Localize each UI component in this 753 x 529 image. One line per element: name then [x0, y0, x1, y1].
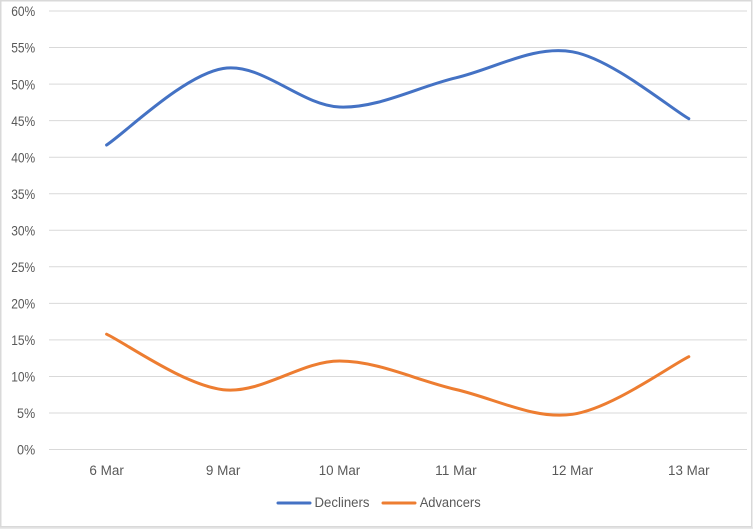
svg-text:9 Mar: 9 Mar — [206, 463, 241, 479]
svg-text:6 Mar: 6 Mar — [89, 463, 124, 479]
svg-text:15%: 15% — [11, 333, 35, 349]
svg-text:25%: 25% — [11, 260, 35, 276]
svg-text:12 Mar: 12 Mar — [552, 463, 594, 479]
svg-text:10 Mar: 10 Mar — [319, 463, 361, 479]
svg-text:0%: 0% — [17, 443, 36, 459]
svg-text:20%: 20% — [11, 297, 35, 313]
svg-text:5%: 5% — [17, 406, 36, 422]
svg-text:40%: 40% — [11, 150, 35, 166]
svg-text:55%: 55% — [11, 41, 35, 57]
svg-text:30%: 30% — [11, 224, 35, 240]
svg-text:10%: 10% — [11, 370, 35, 386]
svg-text:50%: 50% — [11, 77, 35, 93]
svg-text:11 Mar: 11 Mar — [435, 463, 477, 479]
svg-text:35%: 35% — [11, 187, 35, 203]
svg-text:Advancers: Advancers — [420, 495, 481, 511]
svg-text:13 Mar: 13 Mar — [668, 463, 710, 479]
svg-text:45%: 45% — [11, 114, 35, 130]
svg-text:Decliners: Decliners — [315, 495, 370, 511]
svg-text:60%: 60% — [11, 4, 35, 20]
